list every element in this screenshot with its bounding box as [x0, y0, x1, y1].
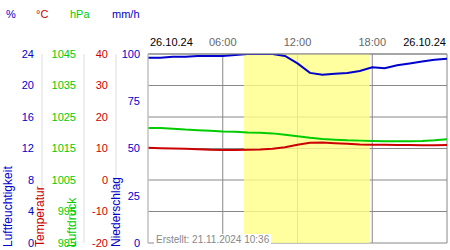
svg-text:%: % — [8, 8, 16, 20]
svg-text:Niederschlag: Niederschlag — [109, 177, 123, 247]
svg-text:4: 4 — [28, 205, 34, 217]
svg-text:26.10.24: 26.10.24 — [403, 36, 442, 48]
svg-text:0: 0 — [134, 237, 140, 249]
svg-text:06:00: 06:00 — [209, 36, 237, 48]
svg-text:1015: 1015 — [52, 142, 76, 154]
svg-text:1005: 1005 — [52, 174, 76, 186]
svg-text:1025: 1025 — [52, 111, 76, 123]
html-text:Erstellt: 21.11.2024 10:36: Erstellt: 21.11.2024 10:36 — [156, 234, 270, 245]
svg-text:20: 20 — [96, 111, 108, 123]
svg-text:25: 25 — [128, 190, 140, 202]
svg-text:Luftdruck: Luftdruck — [65, 197, 79, 247]
svg-text:50: 50 — [128, 142, 140, 154]
svg-text:hPa: hPa — [70, 8, 90, 20]
svg-text:Luftfeuchtigkeit: Luftfeuchtigkeit — [8, 166, 15, 247]
svg-text:40: 40 — [96, 48, 108, 60]
svg-text:16: 16 — [22, 111, 34, 123]
svg-text:24: 24 — [22, 48, 34, 60]
svg-text:°C: °C — [36, 8, 48, 20]
svg-text:1045: 1045 — [52, 48, 76, 60]
svg-text:0: 0 — [28, 237, 34, 249]
svg-text:10: 10 — [96, 142, 108, 154]
svg-text:Temperatur: Temperatur — [33, 186, 47, 247]
svg-text:12:00: 12:00 — [284, 36, 312, 48]
svg-text:26.10.24: 26.10.24 — [150, 36, 193, 48]
svg-text:30: 30 — [96, 79, 108, 91]
svg-text:-20: -20 — [92, 237, 108, 249]
svg-text:100: 100 — [122, 48, 140, 60]
svg-text:8: 8 — [28, 174, 34, 186]
svg-text:12: 12 — [22, 142, 34, 154]
svg-text:-10: -10 — [92, 205, 108, 217]
svg-text:985: 985 — [58, 237, 76, 249]
svg-text:75: 75 — [128, 95, 140, 107]
svg-text:20: 20 — [22, 79, 34, 91]
svg-text:18:00: 18:00 — [358, 36, 386, 48]
svg-text:995: 995 — [58, 205, 76, 217]
svg-text:mm/h: mm/h — [112, 8, 140, 20]
svg-text:1035: 1035 — [52, 79, 76, 91]
svg-text:0: 0 — [102, 174, 108, 186]
